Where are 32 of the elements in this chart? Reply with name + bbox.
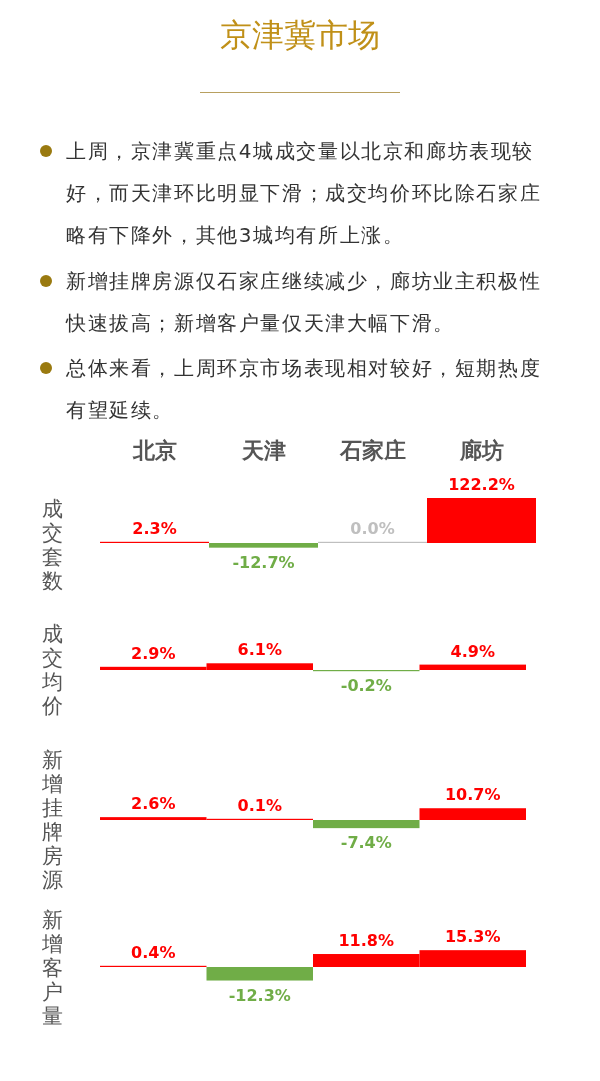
data-label: 2.9% — [131, 643, 176, 663]
text: 上周，京津冀重点4城成交量以北京和廊坊表现较好，而天津环比明显下滑；成交均价环比除石家庄略有下降外，其他3城均有所上涨。 — [66, 138, 543, 249]
data-label: 2.3% — [132, 518, 177, 538]
data-label: 11.8% — [338, 931, 395, 951]
x-tick-label: 天津 — [240, 438, 286, 463]
bar — [206, 967, 313, 981]
data-label: -7.4% — [340, 833, 392, 853]
bar — [419, 664, 526, 670]
data-label: 122.2% — [448, 475, 515, 494]
x-tick-label: 廊坊 — [458, 438, 504, 463]
data-label: 10.7% — [444, 785, 501, 805]
data-label: 4.9% — [450, 641, 495, 661]
data-label: 2.6% — [131, 794, 176, 814]
text: 总体来看，上周环京市场表现相对较好，短期热度有望延续。 — [66, 355, 543, 424]
chart-title: 京津冀市场 — [219, 15, 381, 56]
data-label: 0.4% — [131, 942, 176, 962]
y-axis-title: 新增客户量 — [42, 908, 64, 1028]
data-label: 0.0% — [350, 518, 395, 538]
y-axis-title: 新增挂牌房源 — [42, 748, 64, 892]
x-tick-label: 北京 — [131, 438, 177, 463]
data-label: 0.1% — [237, 795, 282, 815]
bar — [313, 820, 420, 829]
text: 新增挂牌房源仅石家庄继续减少，廊坊业主积极性快速拔高；新增客户量仅天津大幅下滑。 — [66, 268, 543, 337]
data-label: 15.3% — [444, 927, 501, 947]
data-label: -0.2% — [340, 676, 392, 696]
bar — [419, 808, 526, 820]
data-label: -12.7% — [232, 552, 295, 572]
data-label: 6.1% — [237, 640, 282, 660]
y-axis-title: 成交套数 — [42, 497, 64, 593]
x-tick-label: 石家庄 — [338, 438, 406, 463]
data-label: -12.3% — [228, 985, 291, 1005]
y-axis-title: 成交均价 — [42, 622, 64, 718]
